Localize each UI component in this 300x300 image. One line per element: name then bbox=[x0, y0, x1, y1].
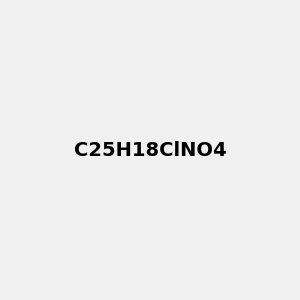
Text: C25H18ClNO4: C25H18ClNO4 bbox=[74, 140, 226, 160]
